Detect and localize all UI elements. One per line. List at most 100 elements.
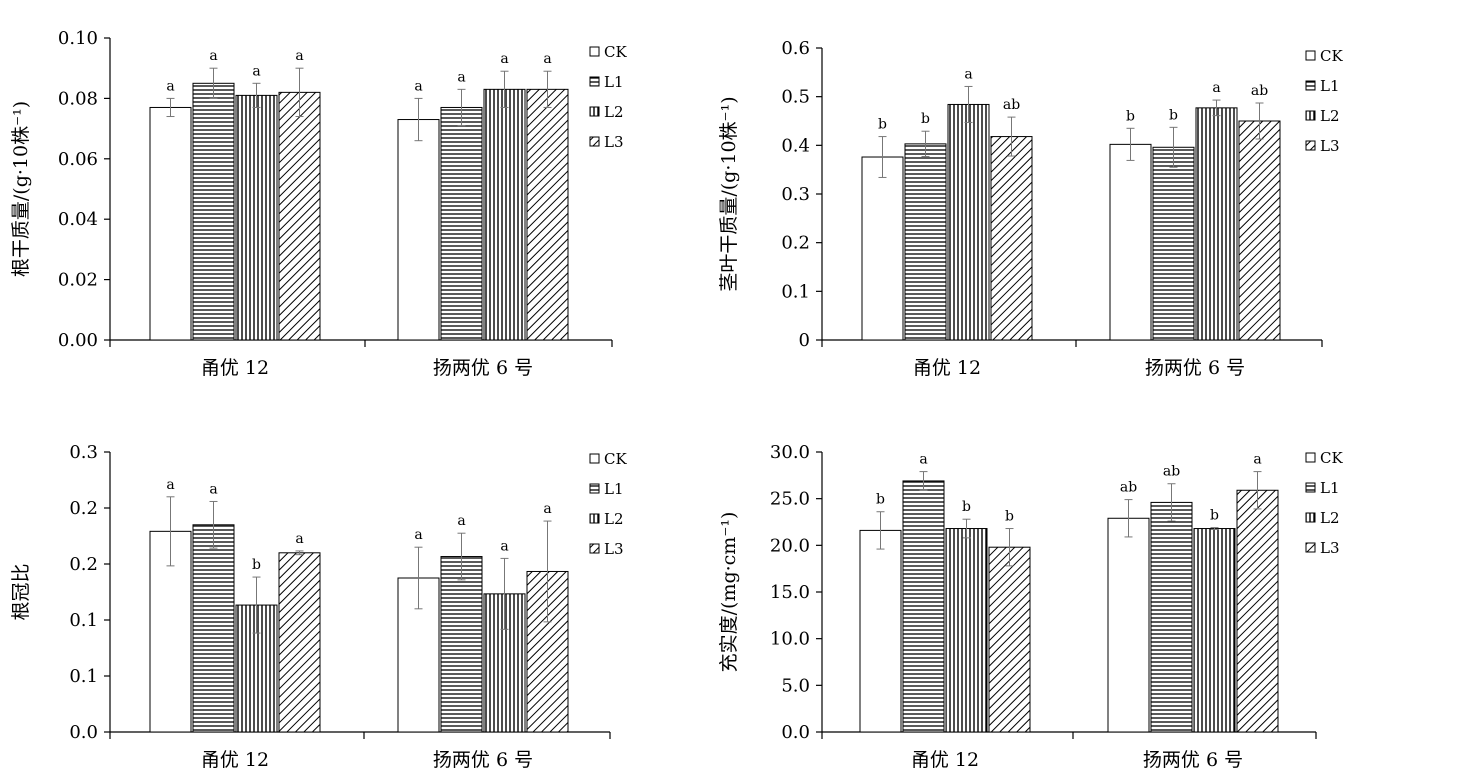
significance-label: a [964,66,972,82]
bar-ck [1107,517,1150,733]
significance-label: b [252,557,261,573]
y-tick-label: 0.2 [781,233,810,254]
bar-l1 [902,480,945,733]
chart-panel-3: 0.0 0.1 0.1 0.2 0.2 0.3 a a b a 甬优 12 a a a a 扬两优 6 号 根冠… [10,442,627,771]
legend-label: L3 [604,540,624,558]
bar-ck [859,529,902,733]
significance-label: b [1210,508,1219,524]
legend-swatch-ck [1305,452,1316,463]
bar-l2 [483,88,526,341]
legend-swatch-l2 [589,513,600,524]
significance-label: a [166,477,174,493]
y-tick-label: 10.0 [770,629,810,650]
category-label: 扬两优 6 号 [433,749,533,771]
legend-label: L2 [604,510,624,528]
significance-label: a [500,538,508,554]
bar-l1 [192,524,235,733]
significance-label: ab [1251,83,1268,99]
y-tick-label: 15.0 [770,582,810,603]
significance-label: b [878,117,887,133]
y-tick-label: 0.02 [58,270,98,291]
category-label: 甬优 12 [201,357,269,379]
legend-label: L2 [604,103,624,121]
category-label: 甬优 12 [913,357,981,379]
legend-swatch-l1 [1305,80,1316,91]
y-tick-label: 0.1 [69,610,98,631]
bar-l3 [1238,120,1281,341]
chart-panel-2: 0 0.1 0.2 0.3 0.4 0.5 0.6 b b a ab 甬优 12 b b a ab 扬两优 6 … [718,38,1343,379]
bar-l1 [1150,501,1193,733]
significance-label: b [1169,107,1178,123]
legend: CK L1 L2 L3 [589,43,627,151]
y-tick-label: 5.0 [781,675,810,696]
legend-swatch-l1 [1305,482,1316,493]
significance-label: a [166,78,174,94]
category-label: 甬优 12 [911,749,979,771]
bar-l2 [947,103,990,341]
legend-label: L2 [1320,107,1340,125]
y-tick-label: 0.2 [69,498,98,519]
significance-label: a [1212,80,1220,96]
bar-l1 [440,106,483,341]
y-axis-label: 根冠比 [10,563,32,620]
significance-label: a [543,51,551,67]
significance-label: a [1253,452,1261,468]
y-tick-label: 0.06 [58,149,98,170]
legend: CK L1 L2 L3 [1305,47,1343,155]
significance-label: b [1126,108,1135,124]
significance-label: b [962,499,971,515]
legend-swatch-l3 [589,543,600,554]
significance-label: b [921,111,930,127]
bar-l2 [1193,528,1236,733]
legend-label: L1 [1320,77,1340,95]
significance-label: a [295,531,303,547]
significance-label: a [543,501,551,517]
legend-swatch-l1 [589,483,600,494]
bar-ck [861,156,904,341]
y-tick-label: 25.0 [770,489,810,510]
legend-label: CK [1320,449,1343,467]
y-tick-label: 0.6 [781,38,810,59]
y-tick-label: 0.1 [781,281,810,302]
legend-label: L3 [1320,137,1340,155]
significance-label: a [209,481,217,497]
bar-l3 [278,91,321,341]
significance-label: b [1005,509,1014,525]
significance-label: a [457,513,465,529]
legend-swatch-l2 [1305,512,1316,523]
legend-swatch-l2 [1305,110,1316,121]
legend-label: L1 [1320,479,1340,497]
y-tick-label: 0.04 [58,209,98,230]
legend-swatch-ck [589,453,600,464]
bar-l3 [278,552,321,733]
category-label: 扬两优 6 号 [1145,357,1245,379]
legend-swatch-ck [589,46,600,57]
bar-l1 [904,143,947,341]
significance-label: a [414,527,422,543]
y-tick-label: 0.5 [781,87,810,108]
y-tick-label: 0.10 [58,28,98,49]
significance-label: a [295,48,303,64]
legend-swatch-l2 [589,106,600,117]
significance-label: a [252,63,260,79]
bar-ck [149,106,192,341]
bar-l3 [1236,489,1279,733]
y-tick-label: 0.0 [781,722,810,743]
y-tick-label: 0.08 [58,88,98,109]
y-tick-label: 0.3 [781,184,810,205]
significance-label: a [414,78,422,94]
bar-l1 [1152,146,1195,341]
category-label: 扬两优 6 号 [433,357,533,379]
significance-label: b [876,492,885,508]
y-axis-label: 根干质量/(g·10株⁻¹) [10,101,32,277]
bar-l2 [1195,107,1238,341]
legend-label: CK [1320,47,1343,65]
legend-label: L2 [1320,509,1340,527]
bar-l1 [440,556,483,733]
significance-label: a [919,452,927,468]
y-tick-label: 0.00 [58,330,98,351]
significance-label: ab [1120,480,1137,496]
legend-swatch-l3 [589,136,600,147]
